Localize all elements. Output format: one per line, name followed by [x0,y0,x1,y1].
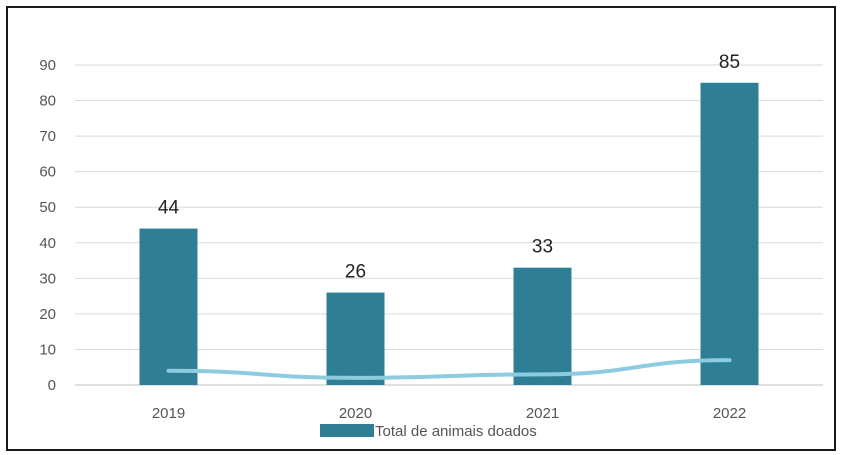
bar-2022 [700,82,759,386]
bar-chart: 0 10 20 30 40 50 60 70 80 90 44 26 33 85 2019 2020 202… [39,52,823,440]
bar-2021 [513,267,572,385]
data-label: 26 [345,262,366,283]
y-tick-label: 10 [39,341,56,358]
bar-2019 [139,228,198,385]
x-axis-ticks: 2019 2020 2021 2022 [152,405,746,422]
data-label: 33 [532,237,553,258]
y-tick-label: 50 [39,199,56,216]
x-tick-label: 2020 [339,405,372,422]
y-tick-label: 30 [39,270,56,287]
bars [139,82,759,386]
y-tick-label: 80 [39,93,56,110]
y-axis-ticks: 0 10 20 30 40 50 60 70 80 90 [39,57,56,394]
line-series [166,358,732,380]
data-labels: 44 26 33 85 [158,52,740,283]
y-tick-label: 20 [39,306,56,323]
y-tick-label: 0 [48,377,56,394]
line-series-path [166,358,732,380]
y-tick-label: 70 [39,128,56,145]
data-label: 44 [158,198,180,219]
y-tick-label: 60 [39,164,56,181]
x-tick-label: 2022 [713,405,746,422]
chart-frame: 0 10 20 30 40 50 60 70 80 90 44 26 33 85 2019 2020 202… [6,6,836,451]
data-label: 85 [719,52,740,73]
y-tick-label: 40 [39,235,56,252]
x-tick-label: 2019 [152,405,185,422]
legend-swatch [320,424,374,437]
bar-2020 [326,292,385,385]
gridlines [75,64,823,386]
legend: Total de animais doados [320,423,537,440]
x-tick-label: 2021 [526,405,559,422]
legend-label: Total de animais doados [375,423,537,440]
y-tick-label: 90 [39,57,56,74]
